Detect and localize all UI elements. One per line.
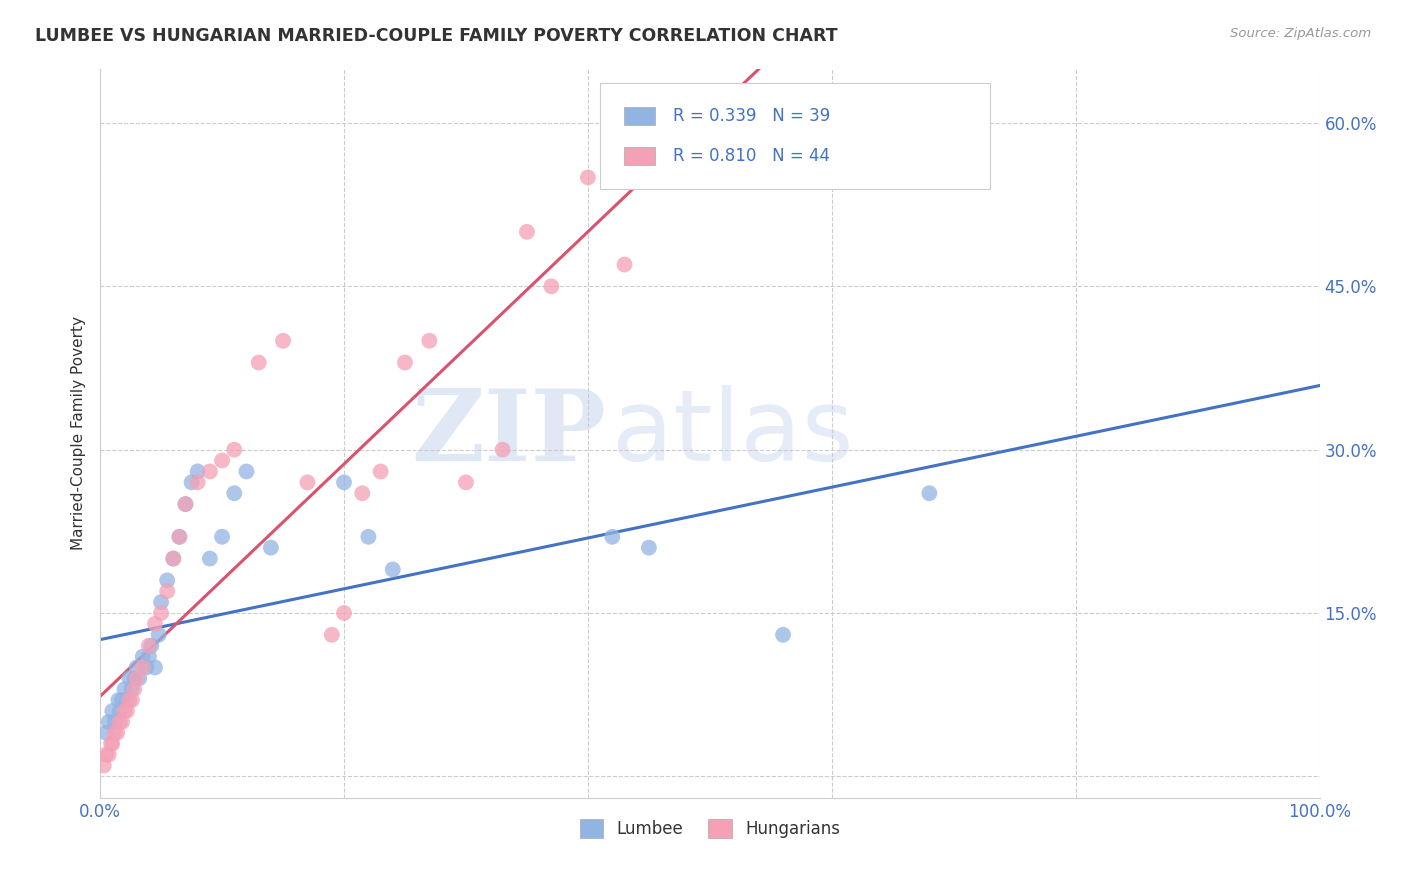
Point — [357, 530, 380, 544]
Point — [169, 530, 191, 544]
Point — [105, 726, 128, 740]
Point — [141, 639, 163, 653]
Point — [104, 714, 127, 729]
Point — [107, 693, 129, 707]
Point — [118, 671, 141, 685]
Point — [128, 671, 150, 685]
Point — [675, 94, 697, 108]
Text: LUMBEE VS HUNGARIAN MARRIED-COUPLE FAMILY POVERTY CORRELATION CHART: LUMBEE VS HUNGARIAN MARRIED-COUPLE FAMIL… — [35, 27, 838, 45]
Point — [162, 551, 184, 566]
Text: R = 0.339   N = 39: R = 0.339 N = 39 — [673, 107, 831, 125]
Point — [96, 747, 118, 762]
Point — [138, 639, 160, 653]
FancyBboxPatch shape — [600, 83, 990, 189]
Point — [125, 671, 148, 685]
Point — [100, 737, 122, 751]
Y-axis label: Married-Couple Family Poverty: Married-Couple Family Poverty — [72, 317, 86, 550]
Point — [370, 465, 392, 479]
Point — [96, 726, 118, 740]
Point — [93, 758, 115, 772]
Point — [97, 747, 120, 762]
Point — [125, 660, 148, 674]
Point — [101, 737, 124, 751]
Point — [198, 551, 221, 566]
Point — [135, 660, 157, 674]
Point — [576, 170, 599, 185]
Point — [115, 704, 138, 718]
Point — [381, 562, 404, 576]
Point — [114, 682, 136, 697]
Point — [235, 465, 257, 479]
Point — [97, 714, 120, 729]
Point — [271, 334, 294, 348]
Point — [114, 704, 136, 718]
Point — [650, 137, 672, 152]
Point — [638, 541, 661, 555]
Point — [333, 475, 356, 490]
Point — [321, 628, 343, 642]
Point — [169, 530, 191, 544]
Point — [491, 442, 513, 457]
Point — [101, 704, 124, 718]
Point — [156, 574, 179, 588]
Point — [394, 355, 416, 369]
Point — [174, 497, 197, 511]
Text: ZIP: ZIP — [412, 384, 606, 482]
Point — [104, 726, 127, 740]
Point — [613, 258, 636, 272]
Point — [540, 279, 562, 293]
Point — [180, 475, 202, 490]
Point — [454, 475, 477, 490]
Point — [148, 628, 170, 642]
Text: atlas: atlas — [612, 384, 853, 482]
Point — [150, 606, 173, 620]
Point — [187, 475, 209, 490]
Point — [124, 671, 146, 685]
Point — [143, 660, 166, 674]
Point — [224, 486, 246, 500]
Point — [418, 334, 440, 348]
Point — [111, 714, 134, 729]
Point — [211, 530, 233, 544]
Point — [174, 497, 197, 511]
Point — [132, 649, 155, 664]
Point — [187, 465, 209, 479]
Point — [115, 693, 138, 707]
Point — [352, 486, 374, 500]
Point — [297, 475, 319, 490]
Point — [247, 355, 270, 369]
Point — [198, 465, 221, 479]
Point — [111, 693, 134, 707]
Point — [121, 693, 143, 707]
Point — [132, 660, 155, 674]
Point — [772, 628, 794, 642]
Point — [333, 606, 356, 620]
Point — [118, 693, 141, 707]
Point — [121, 682, 143, 697]
Text: Source: ZipAtlas.com: Source: ZipAtlas.com — [1230, 27, 1371, 40]
FancyBboxPatch shape — [624, 107, 655, 125]
Point — [156, 584, 179, 599]
Point — [162, 551, 184, 566]
Point — [211, 453, 233, 467]
Point — [224, 442, 246, 457]
Point — [138, 649, 160, 664]
Point — [918, 486, 941, 500]
Text: R = 0.810   N = 44: R = 0.810 N = 44 — [673, 147, 831, 165]
FancyBboxPatch shape — [624, 147, 655, 165]
Point — [108, 714, 131, 729]
Point — [124, 682, 146, 697]
Point — [516, 225, 538, 239]
Point — [600, 530, 623, 544]
Point — [260, 541, 283, 555]
Point — [143, 616, 166, 631]
Legend: Lumbee, Hungarians: Lumbee, Hungarians — [574, 812, 846, 845]
Point — [108, 704, 131, 718]
Point — [150, 595, 173, 609]
